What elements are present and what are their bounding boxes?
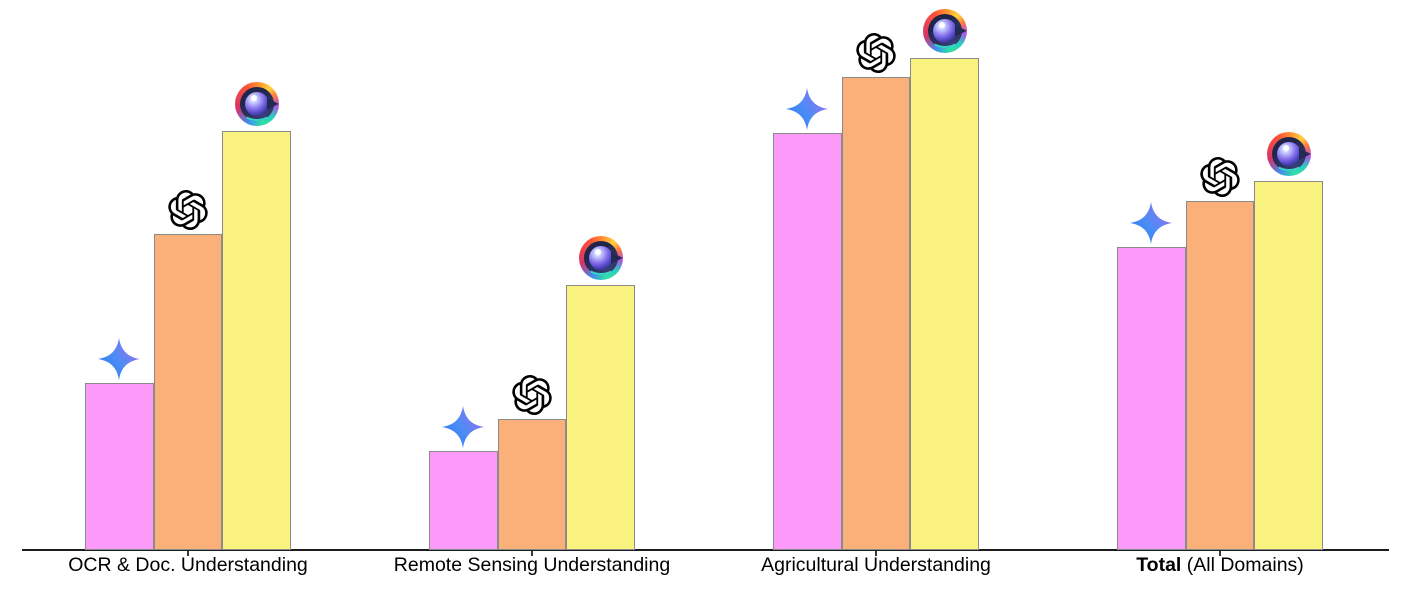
x-axis-label-text: (All Domains) bbox=[1181, 554, 1304, 576]
bar-slot-rainbow-eye bbox=[566, 235, 636, 550]
bar-openai-gpt bbox=[497, 419, 567, 550]
openai-icon bbox=[168, 189, 208, 230]
bar-slot-openai-gpt bbox=[1185, 156, 1255, 550]
bar-slot-rainbow-eye bbox=[222, 81, 292, 550]
x-axis-label: Agricultural Understanding bbox=[761, 554, 991, 576]
bar-group bbox=[429, 235, 636, 550]
gemini-sparkle-icon bbox=[784, 86, 830, 132]
bar-group bbox=[85, 81, 292, 550]
bar-gemini-sparkle bbox=[773, 133, 842, 550]
openai-icon bbox=[856, 33, 896, 73]
bar-slot-gemini-sparkle bbox=[1117, 200, 1186, 550]
bar-gemini-sparkle bbox=[429, 451, 498, 550]
bar-gemini-sparkle bbox=[1117, 246, 1186, 550]
bar-rainbow-eye bbox=[910, 57, 980, 550]
bar-openai-gpt bbox=[841, 77, 911, 550]
bar-openai-gpt bbox=[1185, 200, 1255, 550]
x-tick bbox=[1219, 551, 1221, 556]
x-tick bbox=[531, 551, 533, 556]
x-axis-label-text: Remote Sensing Understanding bbox=[393, 554, 671, 576]
bar-slot-gemini-sparkle bbox=[773, 86, 842, 550]
bar-group bbox=[1117, 132, 1324, 550]
x-axis-label: Remote Sensing Understanding bbox=[393, 554, 671, 576]
x-axis-label-bold-part: Total bbox=[1136, 554, 1182, 576]
bar-slot-openai-gpt bbox=[153, 189, 223, 550]
bar-rainbow-eye bbox=[222, 130, 292, 550]
rainbow-eye-icon bbox=[234, 81, 279, 126]
bar-slot-rainbow-eye bbox=[1254, 132, 1324, 550]
x-axis-label: OCR & Doc. Understanding bbox=[68, 554, 308, 576]
x-tick bbox=[875, 551, 877, 556]
rainbow-eye-icon bbox=[1266, 132, 1311, 176]
openai-icon bbox=[1200, 156, 1240, 197]
x-axis-label-text: Agricultural Understanding bbox=[761, 554, 991, 576]
bar-gemini-sparkle bbox=[85, 382, 154, 550]
rainbow-eye-icon bbox=[922, 8, 967, 53]
x-tick bbox=[187, 551, 189, 556]
bar-openai-gpt bbox=[153, 233, 223, 550]
x-axis-line bbox=[22, 549, 1389, 552]
bar-slot-openai-gpt bbox=[497, 375, 567, 550]
rainbow-eye-icon bbox=[578, 235, 623, 280]
bar-rainbow-eye bbox=[566, 284, 636, 550]
x-axis-label: Total (All Domains) bbox=[1136, 554, 1304, 576]
bar-slot-rainbow-eye bbox=[910, 8, 980, 550]
bar-slot-gemini-sparkle bbox=[85, 336, 154, 550]
gemini-sparkle-icon bbox=[96, 336, 142, 382]
bar-slot-gemini-sparkle bbox=[429, 404, 498, 550]
gemini-sparkle-icon bbox=[440, 404, 486, 450]
gemini-sparkle-icon bbox=[1128, 200, 1174, 246]
bar-slot-openai-gpt bbox=[841, 33, 911, 550]
openai-icon bbox=[512, 375, 552, 416]
bar-rainbow-eye bbox=[1254, 181, 1324, 550]
x-axis-label-text: OCR & Doc. Understanding bbox=[68, 554, 308, 576]
bar-group bbox=[773, 8, 980, 550]
